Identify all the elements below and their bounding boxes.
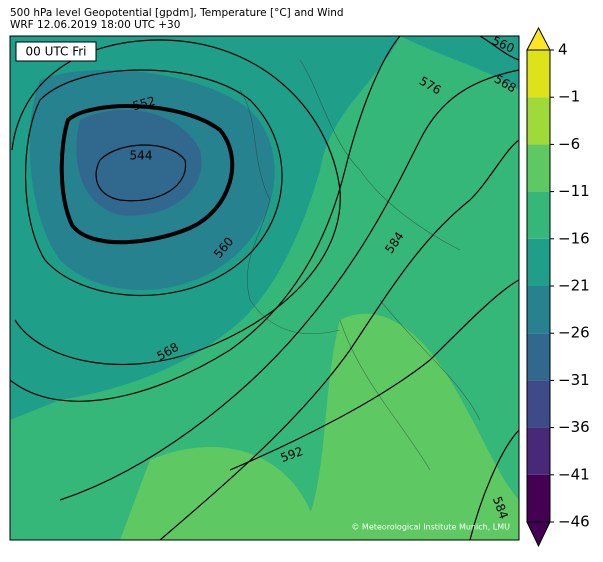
colorbar-under [526, 521, 551, 548]
contour-label: 544 [130, 149, 153, 163]
temperature-field [400, 36, 519, 90]
temperature-field [300, 313, 519, 540]
contours [10, 36, 519, 540]
panel-label: 00 UTC Fri [26, 45, 87, 59]
credit: © Meteorological Institute Munich, LMU [351, 523, 510, 532]
subtitle: WRF 12.06.2019 18:00 UTC +30 [10, 19, 180, 31]
colorbar-band [527, 144, 550, 192]
colorbar-band [527, 474, 550, 522]
colorbar-tick-label: −6 [558, 135, 580, 153]
colorbar-band [527, 191, 550, 239]
colorbar-band [527, 427, 550, 475]
coastlines [239, 59, 481, 471]
colorbar-band [527, 97, 550, 145]
colorbar-tick-label: −1 [558, 88, 580, 106]
colorbar-tick-label: −46 [558, 513, 590, 531]
colorbar-band [527, 380, 550, 428]
colorbar-tick-label: −16 [558, 229, 590, 247]
temperature-field [120, 446, 320, 540]
colorbar-tick-label: −26 [558, 324, 590, 342]
colorbar-tick-label: −11 [558, 182, 590, 200]
colorbar: −46 −41 −36 −31 −26 −21 −16 −11 −6 −1 4 [526, 26, 590, 548]
colorbar-tick-label: −21 [558, 277, 590, 295]
map-frame [9, 35, 520, 541]
colorbar-tick-label: 4 [558, 41, 568, 59]
colorbar-tick-label: −36 [558, 418, 590, 436]
colorbar-band [527, 50, 550, 98]
colorbar-over [526, 26, 551, 51]
panel-label-box [15, 41, 97, 62]
colorbar-band [527, 333, 550, 381]
contour-label: 552 [131, 94, 157, 113]
temperature-field [76, 110, 202, 216]
colorbar-tick-label: −31 [558, 371, 590, 389]
colorbar-band [527, 286, 550, 334]
colorbar-tick-label: −41 [558, 465, 590, 483]
colorbar-band [527, 238, 550, 286]
title: 500 hPa level Geopotential [gpdm], Tempe… [10, 7, 344, 19]
